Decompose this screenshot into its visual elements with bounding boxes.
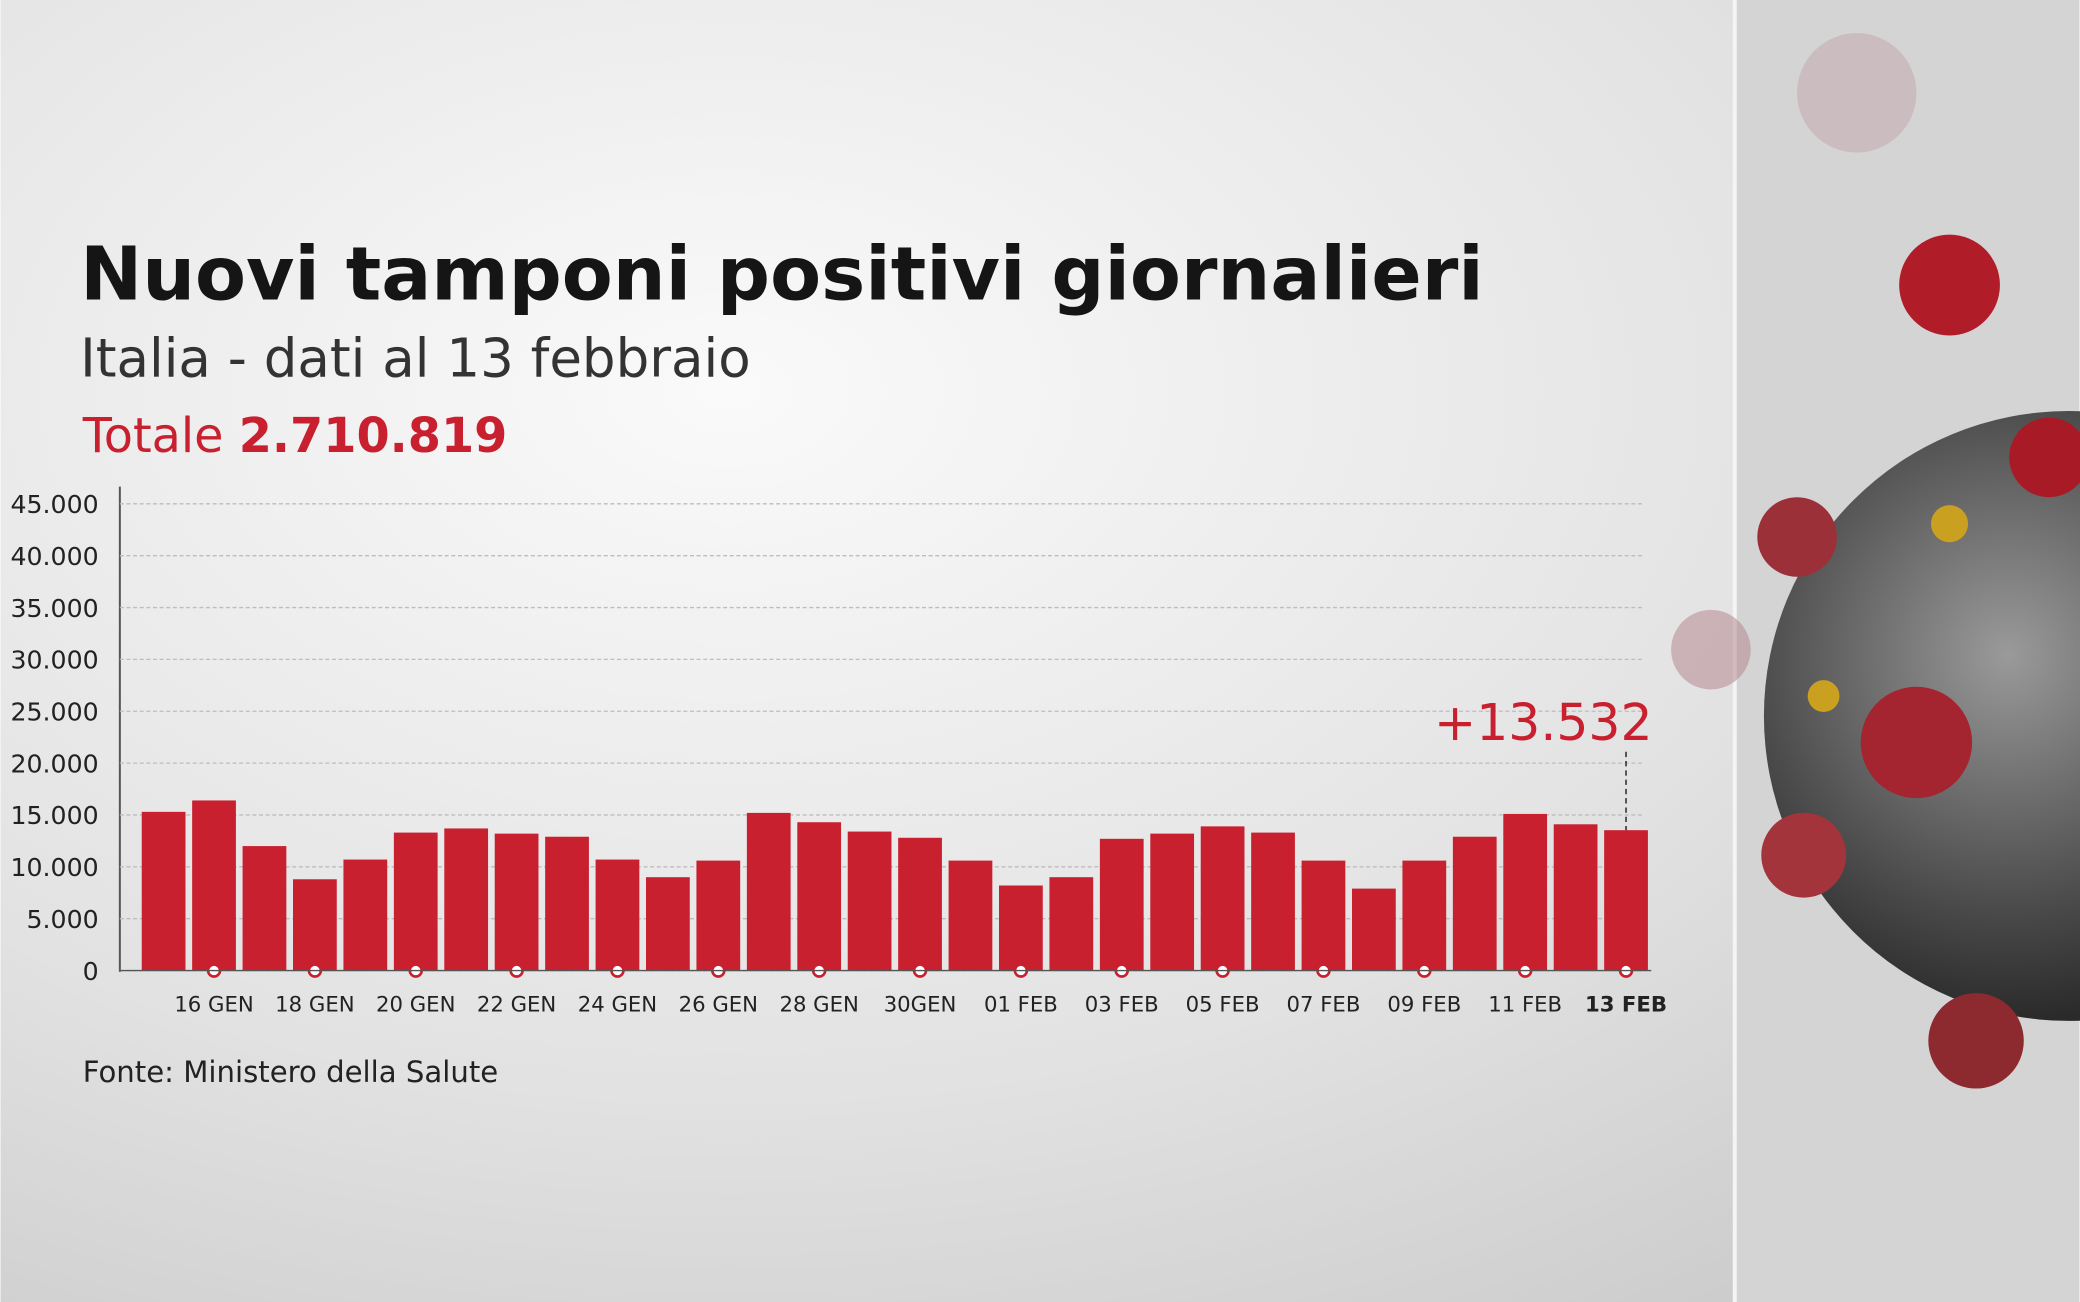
virus-illustration [1671,0,2080,1302]
bar [343,859,388,971]
x-tick-label: 01 FEB [984,993,1058,1018]
bar [847,831,892,971]
x-tick-label: 13 FEB [1585,993,1667,1018]
x-tick-label: 24 GEN [578,993,657,1018]
bar [948,860,993,971]
x-tick-label: 09 FEB [1387,993,1461,1018]
bar [1301,860,1346,971]
total: Totale 2.710.819 [82,409,508,464]
x-tick-label: 05 FEB [1186,993,1260,1018]
y-tick-label: 30.000 [10,646,98,675]
y-tick-label: 35.000 [10,594,98,623]
y-tick-label: 20.000 [10,749,98,778]
bar [293,879,337,971]
bar [1352,888,1396,971]
bar [242,846,287,971]
bar [444,828,489,971]
bar [1553,824,1598,971]
bar [1402,860,1447,971]
bar [696,860,741,971]
bar [898,837,942,971]
chart-subtitle: Italia - dati al 13 febbraio [80,328,751,390]
bar [1503,813,1548,971]
x-tick-label: 07 FEB [1287,993,1361,1018]
bar [1452,836,1497,971]
bar [393,832,438,971]
bar [494,833,539,971]
y-tick-label: 40.000 [10,542,98,571]
bar [545,836,589,971]
bar [1251,832,1295,971]
bar [746,812,791,971]
x-tick-label: 03 FEB [1085,993,1159,1018]
bar [797,822,842,971]
y-tick-label: 25.000 [10,698,98,727]
x-tick-label: 22 GEN [477,993,556,1018]
y-tick-label: 5.000 [27,905,99,934]
bar [1049,877,1094,971]
bar [1150,833,1195,971]
x-tick-label: 28 GEN [779,993,858,1018]
x-tick-label: 18 GEN [275,993,354,1018]
bar [192,800,236,971]
y-tick-label: 15.000 [10,801,98,830]
x-tick-label: 26 GEN [679,993,758,1018]
total-label: Totale [82,409,224,464]
bar [1604,830,1648,971]
x-tick-label: 11 FEB [1488,993,1562,1018]
x-tick-label: 30GEN [884,993,957,1018]
y-tick-label: 45.000 [10,490,98,519]
total-value: 2.710.819 [239,409,508,464]
bar [141,811,186,971]
y-tick-label: 10.000 [10,853,98,882]
bar [1200,826,1245,971]
bar [1099,838,1144,971]
x-tick-label: 16 GEN [174,993,253,1018]
source: Fonte: Ministero della Salute [83,1055,498,1089]
y-tick-label: 0 [83,957,99,986]
bar [595,859,640,971]
chart-title: Nuovi tamponi positivi giornalieri [80,231,1484,318]
bar [999,885,1043,971]
value-label: +13.532 [1434,693,1652,752]
bar [646,877,690,971]
x-tick-label: 20 GEN [376,993,455,1018]
